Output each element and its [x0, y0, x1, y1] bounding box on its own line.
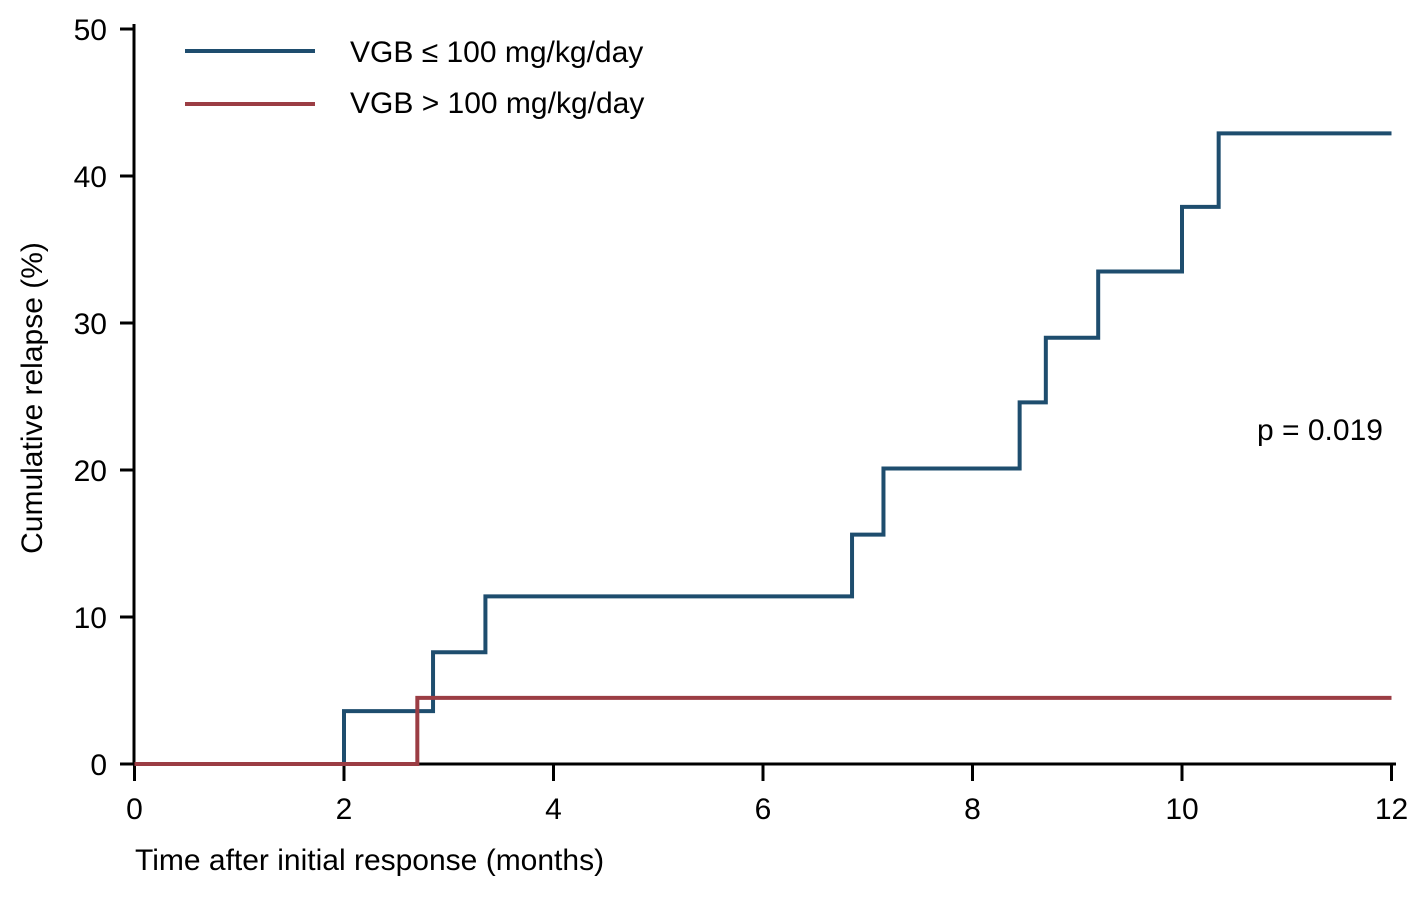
y-tick-label: 40 — [74, 161, 107, 194]
legend-label-high-dose: VGB > 100 mg/kg/day — [350, 87, 645, 120]
y-axis-title: Cumulative relapse (%) — [16, 242, 49, 554]
y-tick-label: 50 — [74, 14, 107, 47]
y-tick-label: 0 — [90, 749, 107, 782]
x-tick-label: 4 — [545, 793, 562, 826]
y-tick-label: 30 — [74, 308, 107, 341]
x-tick-label: 6 — [755, 793, 772, 826]
x-tick-label: 8 — [964, 793, 981, 826]
x-tick-label: 2 — [336, 793, 353, 826]
series-curve-1 — [134, 695, 1392, 766]
y-tick-label: 10 — [74, 602, 107, 635]
x-axis-title: Time after initial response (months) — [135, 844, 605, 877]
series-curve-0 — [134, 131, 1392, 766]
p-value-annotation: p = 0.019 — [1257, 414, 1383, 447]
x-tick-label: 0 — [126, 793, 143, 826]
legend-label-low-dose: VGB ≤ 100 mg/kg/day — [350, 36, 644, 69]
x-tick-label: 10 — [1165, 793, 1198, 826]
y-tick-label: 20 — [74, 455, 107, 488]
legend-line-low-dose — [185, 49, 315, 53]
x-tick-label: 12 — [1375, 793, 1408, 826]
legend-line-high-dose — [185, 102, 315, 106]
